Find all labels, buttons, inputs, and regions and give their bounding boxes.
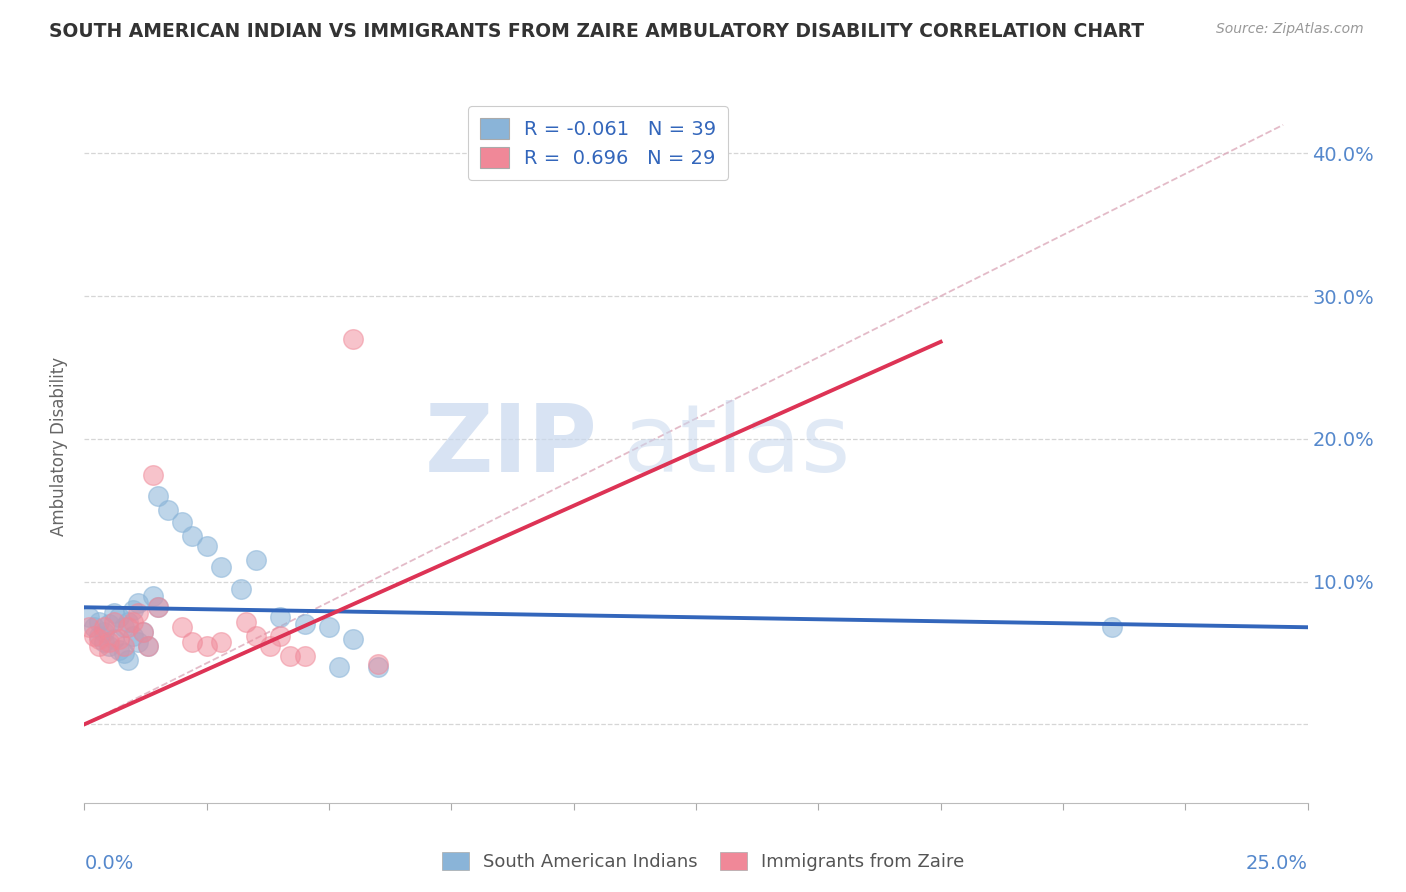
Point <box>142 589 165 603</box>
Point <box>172 515 194 529</box>
Point <box>117 620 139 634</box>
Point <box>117 615 139 629</box>
Point <box>122 629 145 643</box>
Point <box>93 634 115 648</box>
Point <box>87 629 110 643</box>
Point <box>367 660 389 674</box>
Point <box>146 600 169 615</box>
Point <box>318 620 340 634</box>
Y-axis label: Ambulatory Disability: Ambulatory Disability <box>51 357 69 535</box>
Point <box>83 629 105 643</box>
Point <box>181 634 204 648</box>
Point <box>136 639 159 653</box>
Point <box>235 615 257 629</box>
Point <box>87 639 110 653</box>
Point <box>342 632 364 646</box>
Point <box>132 624 155 639</box>
Point <box>97 639 120 653</box>
Legend: South American Indians, Immigrants from Zaire: South American Indians, Immigrants from … <box>434 845 972 879</box>
Point <box>136 639 159 653</box>
Point <box>127 606 149 620</box>
Point <box>181 529 204 543</box>
Point <box>209 634 232 648</box>
Point <box>294 648 316 663</box>
Legend: R = -0.061   N = 39, R =  0.696   N = 29: R = -0.061 N = 39, R = 0.696 N = 29 <box>468 106 728 179</box>
Point <box>127 634 149 648</box>
Text: ZIP: ZIP <box>425 400 598 492</box>
Point <box>107 643 129 657</box>
Point <box>117 653 139 667</box>
Point <box>122 603 145 617</box>
Point <box>87 632 110 646</box>
Point <box>107 610 129 624</box>
Text: 25.0%: 25.0% <box>1246 855 1308 873</box>
Point <box>245 553 267 567</box>
Point <box>209 560 232 574</box>
Point <box>103 615 125 629</box>
Point <box>195 539 218 553</box>
Point <box>112 646 135 660</box>
Point <box>156 503 179 517</box>
Point <box>367 657 389 672</box>
Point <box>172 620 194 634</box>
Point <box>97 646 120 660</box>
Point <box>132 624 155 639</box>
Point <box>245 629 267 643</box>
Point <box>328 660 350 674</box>
Point <box>229 582 252 596</box>
Point <box>112 639 135 653</box>
Point <box>127 596 149 610</box>
Point <box>97 634 120 648</box>
Point <box>87 615 110 629</box>
Point <box>294 617 316 632</box>
Text: Source: ZipAtlas.com: Source: ZipAtlas.com <box>1216 22 1364 37</box>
Point <box>77 620 100 634</box>
Point <box>1101 620 1123 634</box>
Point <box>107 632 129 646</box>
Point <box>278 648 301 663</box>
Text: atlas: atlas <box>623 400 851 492</box>
Text: SOUTH AMERICAN INDIAN VS IMMIGRANTS FROM ZAIRE AMBULATORY DISABILITY CORRELATION: SOUTH AMERICAN INDIAN VS IMMIGRANTS FROM… <box>49 22 1144 41</box>
Point <box>83 620 105 634</box>
Point <box>259 639 281 653</box>
Point <box>146 489 169 503</box>
Point <box>146 600 169 615</box>
Point <box>269 629 291 643</box>
Point <box>93 620 115 634</box>
Point <box>269 610 291 624</box>
Point <box>77 610 100 624</box>
Point <box>93 624 115 639</box>
Point <box>112 620 135 634</box>
Point <box>103 632 125 646</box>
Point <box>97 617 120 632</box>
Point <box>342 332 364 346</box>
Point <box>103 606 125 620</box>
Point <box>195 639 218 653</box>
Point <box>142 467 165 482</box>
Point <box>122 615 145 629</box>
Text: 0.0%: 0.0% <box>84 855 134 873</box>
